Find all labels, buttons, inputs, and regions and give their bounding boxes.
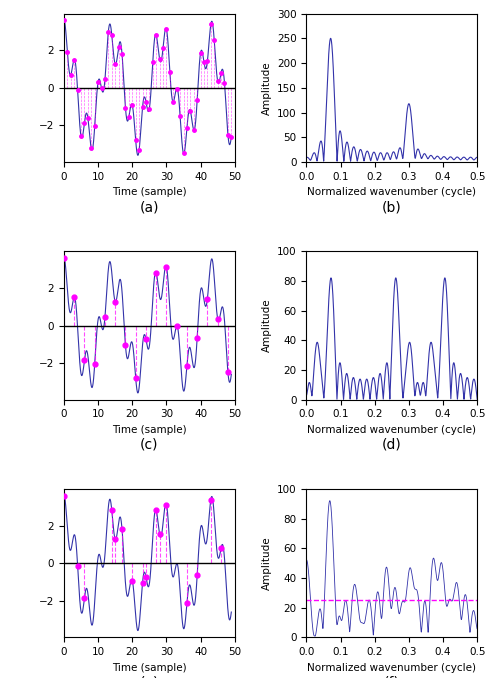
X-axis label: Time (sample): Time (sample) [112, 425, 186, 435]
Y-axis label: Amplitude: Amplitude [262, 298, 272, 353]
Y-axis label: Amplitude: Amplitude [262, 536, 272, 590]
X-axis label: Normalized wavenumber (cycle): Normalized wavenumber (cycle) [308, 187, 476, 197]
Text: (a): (a) [140, 200, 159, 214]
X-axis label: Normalized wavenumber (cycle): Normalized wavenumber (cycle) [308, 425, 476, 435]
X-axis label: Normalized wavenumber (cycle): Normalized wavenumber (cycle) [308, 662, 476, 673]
X-axis label: Time (sample): Time (sample) [112, 187, 186, 197]
X-axis label: Time (sample): Time (sample) [112, 662, 186, 673]
Text: (d): (d) [382, 438, 402, 452]
Text: (e): (e) [140, 675, 159, 678]
Text: (c): (c) [140, 438, 158, 452]
Text: (f): (f) [384, 675, 400, 678]
Text: (b): (b) [382, 200, 402, 214]
Y-axis label: Amplitude: Amplitude [261, 61, 272, 115]
